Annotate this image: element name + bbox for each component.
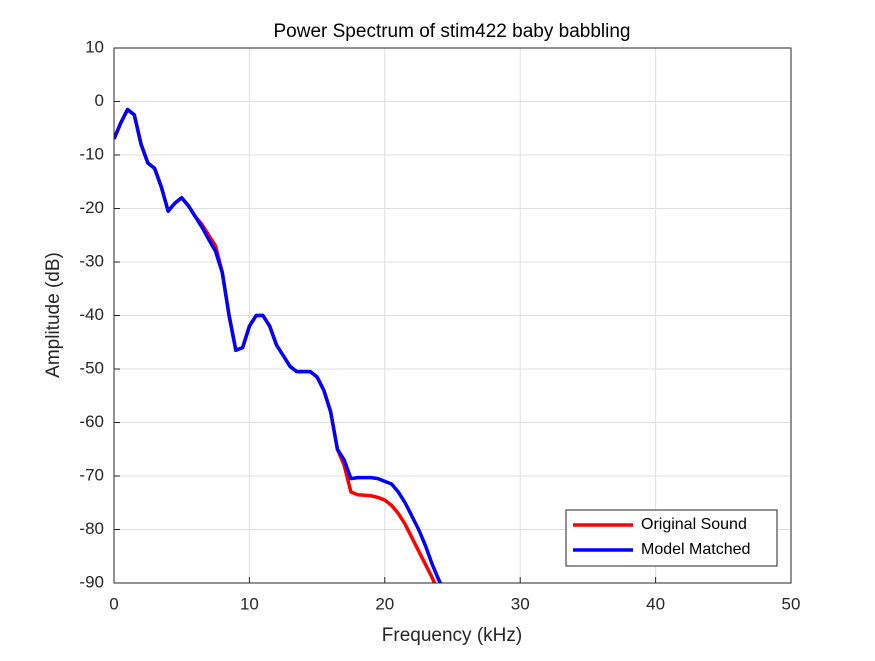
x-tick-label: 20 — [375, 594, 394, 613]
y-tick-label: -50 — [79, 358, 104, 377]
x-tick-label: 40 — [646, 594, 665, 613]
legend-label: Model Matched — [641, 541, 750, 558]
chart-title: Power Spectrum of stim422 baby babbling — [274, 21, 631, 42]
y-tick-label: -90 — [79, 572, 104, 591]
x-tick-label: 50 — [782, 594, 801, 613]
x-axis-label: Frequency (kHz) — [382, 625, 522, 646]
y-tick-label: -10 — [79, 144, 104, 163]
y-tick-label: 0 — [95, 91, 104, 110]
y-tick-label: -30 — [79, 251, 104, 270]
y-tick-label: -40 — [79, 305, 104, 324]
y-tick-label: 10 — [85, 37, 104, 56]
y-tick-label: -20 — [79, 198, 104, 217]
series-line — [114, 107, 443, 583]
y-axis-label: Amplitude (dB) — [43, 252, 64, 378]
x-tick-label: 10 — [240, 594, 259, 613]
x-tick-label: 0 — [109, 594, 118, 613]
legend-box — [565, 509, 778, 567]
legend-label: Original Sound — [641, 516, 747, 533]
y-tick-label: -60 — [79, 412, 104, 431]
y-tick-label: -70 — [79, 465, 104, 484]
y-tick-label: -80 — [79, 519, 104, 538]
x-tick-label: 30 — [511, 594, 530, 613]
